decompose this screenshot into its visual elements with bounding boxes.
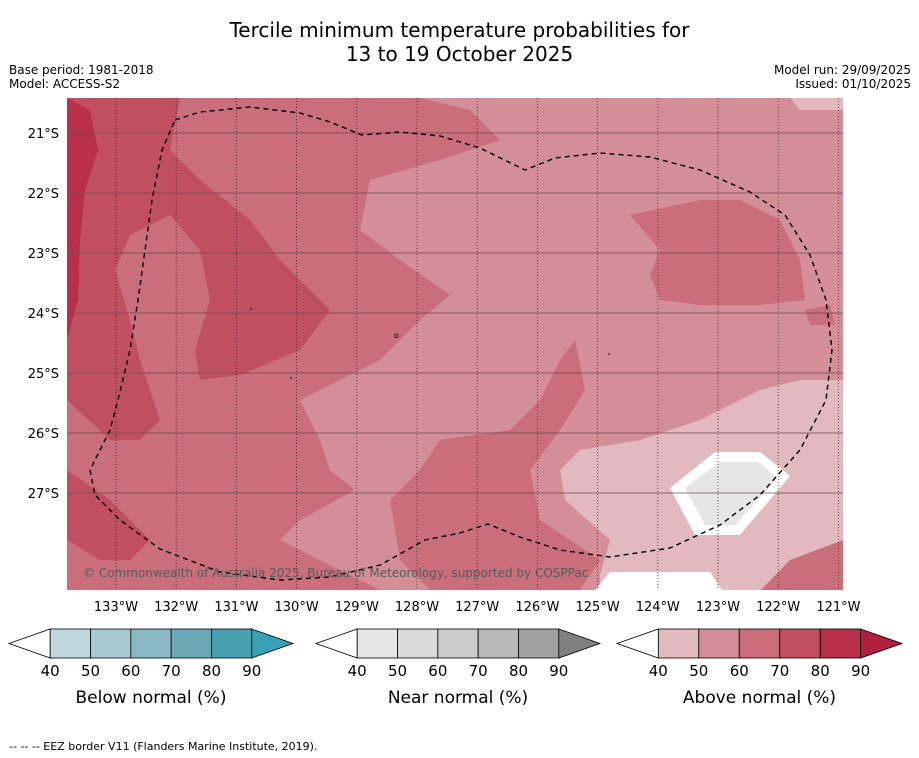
colorbar-segment	[477, 628, 519, 659]
colorbar-tick-label: 50	[388, 662, 407, 680]
lon-label: 133°W	[94, 600, 138, 615]
lon-label: 126°W	[515, 600, 559, 615]
eez-footnote: -- -- -- EEZ border V11 (Flanders Marine…	[9, 740, 318, 753]
lon-label: 121°W	[816, 600, 860, 615]
colorbar-tick-label: 90	[851, 662, 870, 680]
colorbar-segment	[657, 628, 700, 659]
colorbar-label: Below normal (%)	[76, 688, 227, 708]
colorbar-extend-low	[615, 628, 659, 659]
model-text: Model: ACCESS-S2	[9, 77, 121, 91]
colorbar-segment	[211, 628, 253, 659]
meta-right: Model run: 29/09/2025 Issued: 01/10/2025	[774, 63, 911, 91]
colorbar-extend-low	[314, 628, 358, 659]
lat-label: 21°S	[28, 127, 59, 142]
lon-label: 131°W	[214, 600, 258, 615]
contour-60-70-ne	[630, 200, 805, 305]
colorbar-segment	[518, 628, 560, 659]
near-normal-patch-south	[595, 572, 722, 590]
colorbar-segment	[397, 628, 439, 659]
base-period-text: Base period: 1981-2018	[9, 63, 154, 77]
colorbar-label: Above normal (%)	[683, 688, 836, 708]
lon-label: 129°W	[335, 600, 379, 615]
lon-label: 127°W	[455, 600, 499, 615]
colorbar-tick-label: 60	[121, 662, 140, 680]
colorbar-label: Near normal (%)	[388, 688, 528, 708]
colorbar-tick-label: 60	[428, 662, 447, 680]
colorbar-tick-label: 80	[202, 662, 221, 680]
lon-label: 130°W	[275, 600, 319, 615]
colorbar-tick-label: 40	[348, 662, 367, 680]
colorbar-segment	[170, 628, 212, 659]
colorbar-tick-label: 50	[81, 662, 100, 680]
colorbar-tick-label: 90	[242, 662, 261, 680]
colorbar-tick-label: 40	[649, 662, 668, 680]
lon-label: 122°W	[756, 600, 800, 615]
colorbar-tick-label: 40	[41, 662, 60, 680]
issued-text: Issued: 01/10/2025	[795, 77, 911, 91]
island-dot-3	[608, 353, 610, 355]
title-line-2: 13 to 19 October 2025	[345, 42, 574, 66]
meta-left: Base period: 1981-2018 Model: ACCESS-S2	[9, 63, 154, 91]
contour-70-80-se	[67, 470, 150, 560]
title-line-1: Tercile minimum temperature probabilitie…	[229, 18, 690, 42]
colorbar-segment	[356, 628, 398, 659]
model-run-text: Model run: 29/09/2025	[773, 63, 911, 77]
lon-axis-labels: 133°W 132°W 131°W 130°W 129°W 128°W 127°W 126°W…	[94, 600, 861, 615]
colorbar-segment	[698, 628, 740, 659]
lon-label: 124°W	[636, 600, 680, 615]
colorbar-tick-label: 60	[730, 662, 749, 680]
colorbar-extend-high	[558, 628, 602, 659]
lat-gridlines	[67, 132, 843, 494]
lon-label: 123°W	[696, 600, 740, 615]
colorbar-1: 40 50 60 70 80 90 Below normal (%)	[7, 628, 295, 708]
copyright-text: © Commonwealth of Australia 2025, Bureau…	[83, 566, 588, 580]
lat-label: 23°S	[28, 247, 59, 262]
colorbar-tick-label: 70	[770, 662, 789, 680]
colorbar-segment	[437, 628, 479, 659]
island-dot-2	[290, 377, 292, 379]
lon-label: 132°W	[154, 600, 198, 615]
colorbar-extend-high	[251, 628, 295, 659]
eez-border	[89, 106, 833, 581]
colorbar-segment	[49, 628, 91, 659]
colorbar-tick-label: 50	[689, 662, 708, 680]
contour-70-80	[67, 98, 330, 440]
probability-map: o © Commonwealth of Australia 2025, Bure…	[7, 98, 904, 708]
lat-label: 25°S	[28, 367, 59, 382]
colorbars: 40 50 60 70 80 90 Below normal (%) 40 50 60 70 80 90…	[7, 628, 904, 708]
contour-60-70-east	[390, 340, 600, 590]
contour-60-70-e	[805, 305, 835, 325]
colorbar-segment	[90, 628, 132, 659]
lon-label: 125°W	[576, 600, 620, 615]
colorbar-tick-label: 80	[811, 662, 830, 680]
island-mark: o	[394, 331, 399, 340]
colorbar-segment	[779, 628, 821, 659]
near-normal-patch-inner	[685, 462, 778, 525]
colorbar-2: 40 50 60 70 80 90 Near normal (%)	[314, 628, 602, 708]
colorbar-segment	[738, 628, 781, 659]
colorbar-segment	[130, 628, 172, 659]
colorbar-tick-label: 80	[509, 662, 528, 680]
contour-80-90	[67, 98, 98, 340]
lat-label: 26°S	[28, 427, 59, 442]
lon-gridlines	[115, 98, 839, 590]
colorbar-segment	[819, 628, 862, 659]
colorbar-extend-high	[860, 628, 904, 659]
colorbar-3: 40 50 60 70 80 90 Above normal (%)	[615, 628, 904, 708]
colorbar-tick-label: 70	[469, 662, 488, 680]
lat-label: 27°S	[28, 487, 59, 502]
map-plot-area: o © Commonwealth of Australia 2025, Bure…	[67, 98, 843, 590]
lat-label: 24°S	[28, 307, 59, 322]
lat-axis-labels: 21°S 22°S 23°S 24°S 25°S 26°S 27°S	[28, 127, 59, 502]
island-dot-1	[250, 308, 252, 310]
contour-60-70-s	[762, 540, 843, 590]
colorbar-tick-label: 90	[549, 662, 568, 680]
map-title: Tercile minimum temperature probabilitie…	[0, 18, 919, 66]
lon-label: 128°W	[395, 600, 439, 615]
colorbar-extend-low	[7, 628, 51, 659]
lat-label: 22°S	[28, 187, 59, 202]
contour-40-50-n	[790, 98, 843, 110]
colorbar-tick-label: 70	[162, 662, 181, 680]
